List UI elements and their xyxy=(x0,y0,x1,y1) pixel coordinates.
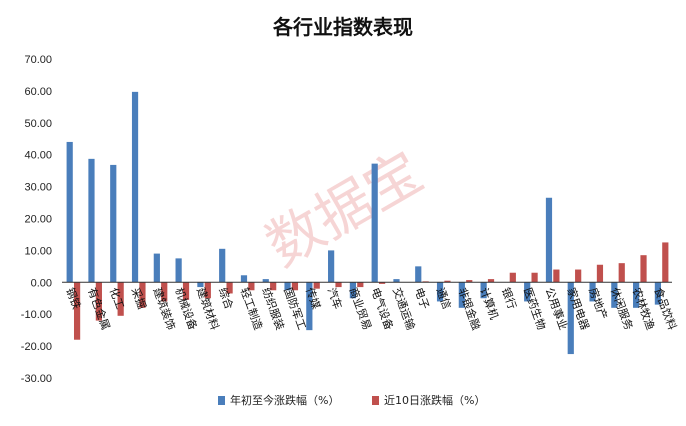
bar-10d xyxy=(226,282,233,294)
y-tick-label: -30.00 xyxy=(21,373,52,385)
bar-ytd xyxy=(197,282,204,288)
bar-10d xyxy=(204,282,211,299)
legend: 年初至今涨跌幅（%） 近10日涨跌幅（%） xyxy=(218,393,485,407)
bar-10d xyxy=(531,272,538,283)
bar-10d xyxy=(270,282,277,291)
bar-10d xyxy=(618,263,625,283)
bar-10d xyxy=(487,279,495,283)
bar-10d xyxy=(596,264,604,283)
bar-10d xyxy=(161,282,168,302)
bar-ytd xyxy=(393,279,400,283)
legend-swatch xyxy=(218,396,225,405)
y-tick-label: -20.00 xyxy=(21,341,52,353)
bar-10d xyxy=(357,282,364,288)
bar-10d xyxy=(553,269,560,283)
y-tick-label: 50.00 xyxy=(24,118,52,130)
bar-ytd xyxy=(524,282,531,302)
y-tick-label: 0.00 xyxy=(31,277,52,289)
bar-ytd xyxy=(66,141,73,283)
bar-10d xyxy=(575,269,582,283)
y-tick-label: 10.00 xyxy=(24,245,52,257)
bar-ytd xyxy=(415,266,422,283)
y-tick-label: 30.00 xyxy=(24,182,52,194)
y-tick-label: 40.00 xyxy=(24,150,52,162)
bar-10d xyxy=(509,272,516,283)
y-tick-label: 60.00 xyxy=(24,86,52,98)
bar-ytd xyxy=(328,250,335,283)
bar-ytd xyxy=(131,91,139,283)
bar-ytd xyxy=(88,158,95,283)
bar-ytd xyxy=(436,282,444,302)
y-axis: 70.00 60.00 50.00 40.00 30.00 20.00 10.00 0.00 -… xyxy=(21,54,52,385)
bar-ytd xyxy=(633,282,640,308)
bar-ytd xyxy=(371,163,378,283)
bar-ytd xyxy=(240,275,248,283)
bar-ytd xyxy=(219,248,226,283)
bar-ytd xyxy=(284,282,291,291)
bar-10d xyxy=(313,282,320,289)
bar-10d xyxy=(73,282,81,340)
bar-10d xyxy=(444,280,451,283)
bar-ytd xyxy=(175,258,182,283)
bar-10d xyxy=(117,282,124,316)
bar-10d xyxy=(182,282,190,300)
bar-ytd xyxy=(589,282,596,302)
bar-10d xyxy=(378,282,386,284)
bar-10d xyxy=(640,255,647,283)
bar-ytd xyxy=(654,282,662,305)
bar-ytd xyxy=(567,282,574,355)
bar-ytd xyxy=(262,279,269,283)
y-tick-label: 20.00 xyxy=(24,214,52,226)
bar-ytd xyxy=(458,282,465,308)
y-tick-label: -10.00 xyxy=(21,309,52,321)
bar-10d xyxy=(466,280,473,283)
legend-swatch xyxy=(372,396,379,405)
legend-label: 近10日涨跌幅（%） xyxy=(384,393,485,407)
bar-10d xyxy=(335,282,342,288)
bar-ytd xyxy=(349,282,357,299)
bars-group xyxy=(66,91,669,355)
bar-ytd xyxy=(545,197,553,283)
bar-10d xyxy=(662,242,669,283)
bar-ytd xyxy=(306,282,313,331)
bar-ytd xyxy=(611,282,618,308)
bar-10d xyxy=(291,282,299,291)
bar-ytd xyxy=(110,164,117,283)
y-tick-label: 70.00 xyxy=(24,54,52,66)
bar-ytd xyxy=(480,282,487,299)
bar-10d xyxy=(95,282,102,321)
bar-10d xyxy=(139,282,146,308)
bar-10d xyxy=(248,282,255,291)
legend-label: 年初至今涨跌幅（%） xyxy=(230,393,339,407)
bar-ytd xyxy=(153,253,160,283)
chart-title: 各行业指数表现 xyxy=(272,15,413,39)
